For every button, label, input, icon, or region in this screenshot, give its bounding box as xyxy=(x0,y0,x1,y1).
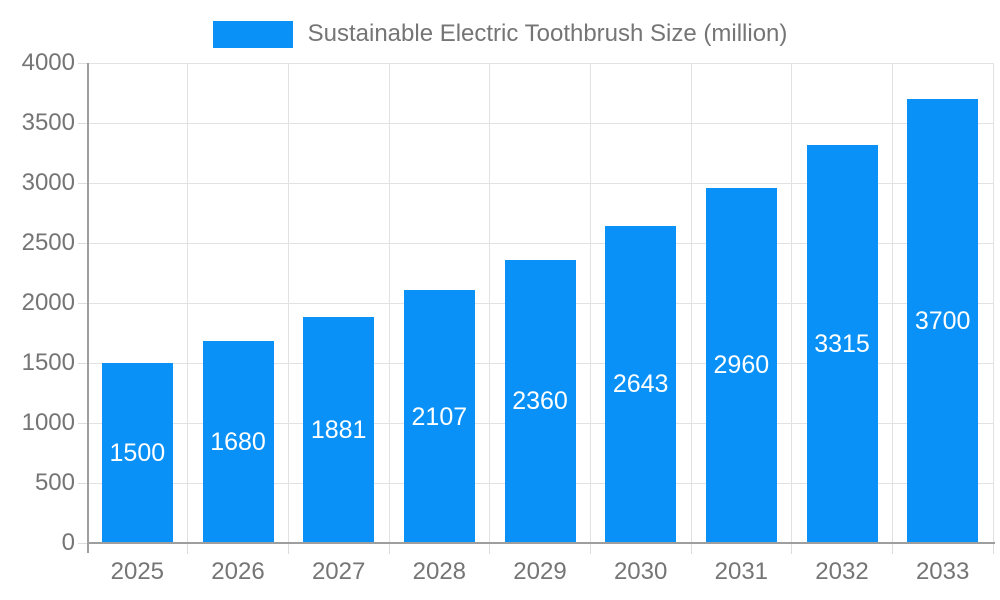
bar-value-label: 3315 xyxy=(814,330,870,359)
y-axis-label: 2000 xyxy=(21,289,75,316)
bar-value-label: 2643 xyxy=(612,370,669,399)
x-axis-tick xyxy=(489,544,491,554)
x-axis-tick xyxy=(187,544,189,554)
gridline-vertical xyxy=(287,63,289,543)
bar[interactable] xyxy=(605,225,677,543)
gridline-horizontal xyxy=(87,242,993,244)
x-axis-tick xyxy=(891,544,893,554)
gridline-horizontal xyxy=(87,122,993,124)
y-axis-tick xyxy=(78,482,87,484)
bar[interactable] xyxy=(101,363,173,543)
x-axis-tick xyxy=(287,544,289,554)
y-axis-label: 2500 xyxy=(21,229,75,256)
y-axis-tick xyxy=(78,122,87,124)
gridline-vertical xyxy=(891,63,893,543)
gridline-vertical xyxy=(187,63,189,543)
bar-value-label: 1500 xyxy=(109,439,166,467)
bar[interactable] xyxy=(806,145,878,543)
bar[interactable] xyxy=(504,259,576,543)
x-axis-label: 2031 xyxy=(714,558,769,585)
y-axis-line xyxy=(87,63,89,553)
bar[interactable] xyxy=(403,290,475,543)
y-axis-tick xyxy=(78,362,87,364)
x-axis-tick xyxy=(690,544,692,554)
y-axis-tick xyxy=(78,422,87,424)
y-axis-label: 1000 xyxy=(21,409,75,436)
bar-value-label: 1881 xyxy=(310,416,367,445)
x-axis-tick xyxy=(388,544,390,554)
gridline-horizontal xyxy=(87,62,993,64)
y-axis-label: 3000 xyxy=(21,169,75,196)
bar[interactable] xyxy=(705,187,777,543)
legend[interactable]: Sustainable Electric Toothbrush Size (mi… xyxy=(0,19,1000,49)
x-axis-label: 2033 xyxy=(915,558,970,585)
bar-value-label: 3700 xyxy=(914,307,971,335)
gridline-vertical xyxy=(690,63,692,543)
gridline-vertical xyxy=(589,63,591,543)
x-axis-label: 2032 xyxy=(815,558,869,585)
x-axis-label: 2030 xyxy=(613,558,668,585)
gridline-horizontal xyxy=(87,182,993,184)
gridline-vertical xyxy=(388,63,390,543)
bar-value-label: 2360 xyxy=(512,387,568,416)
legend-label: Sustainable Electric Toothbrush Size (mi… xyxy=(307,20,788,47)
plot-area: 0 500 1000 1500 2000 2500 3000 3500 4000 1500 2025… xyxy=(22,51,995,584)
y-axis-tick xyxy=(78,242,87,244)
bar[interactable] xyxy=(202,341,274,543)
x-axis-label: 2026 xyxy=(211,558,265,585)
bar[interactable] xyxy=(907,99,979,543)
y-axis-label: 3500 xyxy=(21,109,75,136)
gridline-vertical xyxy=(992,63,994,543)
x-axis-label: 2027 xyxy=(311,558,366,585)
y-axis-label: 0 xyxy=(61,529,75,556)
y-axis-tick xyxy=(78,302,87,304)
y-axis-label: 1500 xyxy=(21,349,75,376)
bar-value-label: 1680 xyxy=(210,428,266,457)
bar[interactable] xyxy=(303,317,375,543)
x-axis-tick xyxy=(992,544,994,554)
y-axis-tick xyxy=(78,542,87,544)
y-axis-label: 4000 xyxy=(21,49,75,76)
gridline-vertical xyxy=(489,63,491,543)
bar-value-label: 2107 xyxy=(411,402,468,431)
x-axis-label: 2029 xyxy=(513,558,567,585)
x-axis-tick xyxy=(589,544,591,554)
x-axis-tick xyxy=(791,544,793,554)
y-axis-tick xyxy=(78,182,87,184)
x-axis-line xyxy=(87,542,995,544)
y-axis-label: 500 xyxy=(34,469,75,496)
bar-value-label: 2960 xyxy=(713,351,770,380)
legend-swatch xyxy=(212,20,293,48)
x-axis-label: 2028 xyxy=(412,558,467,585)
y-axis-tick xyxy=(78,62,87,64)
x-axis-label: 2025 xyxy=(110,558,165,585)
gridline-vertical xyxy=(791,63,793,543)
